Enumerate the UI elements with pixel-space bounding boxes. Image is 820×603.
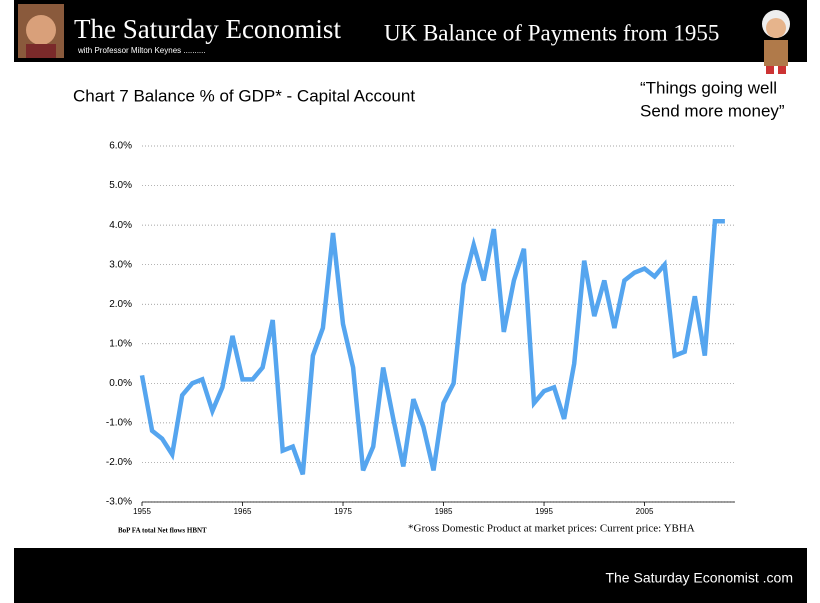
y-tick-label: 2.0% [109,299,132,310]
x-tick-label: 2005 [636,507,654,516]
y-tick-label: -1.0% [106,418,132,429]
y-tick-label: 3.0% [109,259,132,270]
plot-area: -3.0% -2.0% -1.0% 0.0% 1.0% 2.0% 3.0% 4.0% 5.0% 6… [106,141,735,516]
quote-line: “Things going well [640,78,777,97]
quote-line: Send more money” [640,101,785,120]
footer-bar [14,548,807,603]
y-tick-label: -2.0% [106,457,132,468]
x-tick-label: 1965 [234,507,252,516]
chart-title: Chart 7 Balance % of GDP* - Capital Acco… [73,86,415,105]
header-subtitle: with Professor Milton Keynes .......... [77,46,206,55]
x-tick-label: 1995 [535,507,553,516]
header-bar [14,0,807,62]
y-tick-label: 5.0% [109,180,132,191]
header-title: The Saturday Economist [74,14,341,44]
y-tick-label: 0.0% [109,378,132,389]
y-tick-label: 4.0% [109,220,132,231]
footnote: *Gross Domestic Product at market prices… [408,523,695,535]
y-tick-label: -3.0% [106,497,132,508]
x-tick-label: 1955 [133,507,151,516]
y-tick-label: 6.0% [109,141,132,152]
x-tick-label: 1985 [435,507,453,516]
header-headline: UK Balance of Payments from 1955 [384,20,719,45]
professor-cartoon [762,10,790,74]
x-tick-label: 1975 [334,507,352,516]
y-tick-label: 1.0% [109,338,132,349]
author-photo [18,4,64,58]
source-note: BoP FA total Net flows HBNT [118,527,207,535]
footer-text: The Saturday Economist .com [605,570,793,586]
data-line [139,218,725,476]
